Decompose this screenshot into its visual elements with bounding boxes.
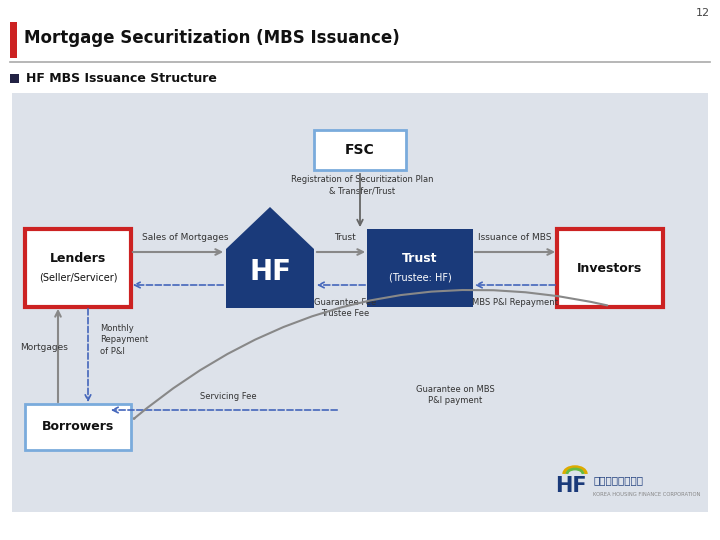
Text: Mortgages: Mortgages — [20, 342, 68, 352]
FancyBboxPatch shape — [557, 229, 663, 307]
Text: Trust: Trust — [402, 253, 438, 266]
Text: HF: HF — [249, 258, 291, 286]
Text: KOREA HOUSING FINANCE CORPORATION: KOREA HOUSING FINANCE CORPORATION — [593, 491, 701, 496]
Text: Guarantee Fee
Trustee Fee: Guarantee Fee Trustee Fee — [314, 298, 376, 318]
FancyBboxPatch shape — [25, 229, 131, 307]
FancyBboxPatch shape — [367, 229, 473, 307]
Text: Registration of Securitization Plan
& Transfer/Trust: Registration of Securitization Plan & Tr… — [291, 175, 433, 196]
Text: HF: HF — [555, 476, 587, 496]
FancyArrowPatch shape — [134, 290, 607, 418]
Polygon shape — [226, 207, 314, 308]
Text: (Trustee: HF): (Trustee: HF) — [389, 272, 451, 282]
Text: (Seller/Servicer): (Seller/Servicer) — [39, 272, 117, 282]
Text: Sales of Mortgages: Sales of Mortgages — [142, 233, 228, 242]
Text: Mortgage Securitization (MBS Issuance): Mortgage Securitization (MBS Issuance) — [24, 29, 400, 47]
Text: Issuance of MBS: Issuance of MBS — [478, 233, 552, 242]
Bar — [12, 93, 708, 512]
Text: 12: 12 — [696, 8, 710, 18]
Text: Guarantee on MBS
P&I payment: Guarantee on MBS P&I payment — [415, 385, 495, 405]
Text: Investors: Investors — [577, 261, 643, 274]
Text: Monthly
Repayment
of P&I: Monthly Repayment of P&I — [100, 325, 148, 356]
Text: MBS P&I Repayment: MBS P&I Repayment — [472, 298, 558, 307]
Text: Servicing Fee: Servicing Fee — [199, 392, 256, 401]
Bar — [10, 22, 17, 58]
FancyBboxPatch shape — [314, 130, 406, 170]
FancyBboxPatch shape — [25, 404, 131, 450]
Text: 한국주택금융공사: 한국주택금융공사 — [593, 475, 643, 485]
Text: Lenders: Lenders — [50, 253, 106, 266]
Text: HF MBS Issuance Structure: HF MBS Issuance Structure — [26, 71, 217, 84]
Text: Borrowers: Borrowers — [42, 421, 114, 434]
Text: FSC: FSC — [345, 143, 375, 157]
Text: Trust: Trust — [334, 233, 356, 242]
Bar — [10, 74, 19, 83]
